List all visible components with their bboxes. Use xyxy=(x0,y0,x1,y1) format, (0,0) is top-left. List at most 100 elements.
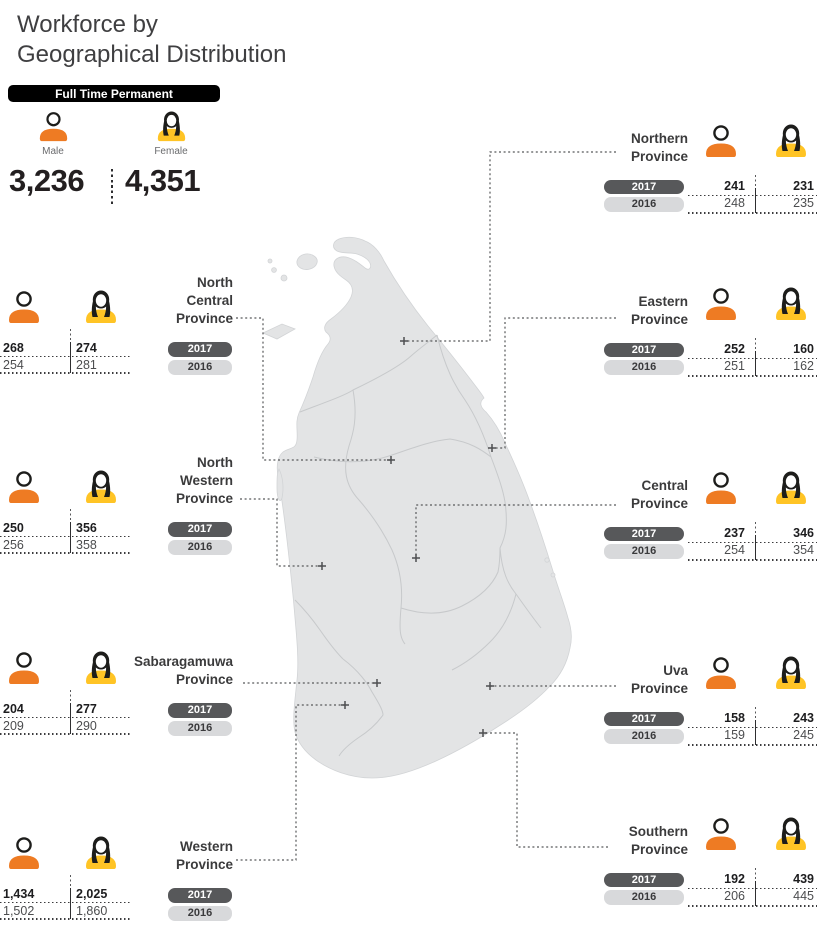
male-value-2016: 1,502 xyxy=(3,903,35,918)
dotted-rule xyxy=(688,726,817,728)
female-icon xyxy=(84,470,118,504)
page-title-line1: Workforce by xyxy=(17,11,158,38)
male-icon xyxy=(704,287,738,322)
column-divider xyxy=(70,690,72,734)
column-divider xyxy=(70,875,72,919)
female-icon xyxy=(774,471,808,505)
female-value-2016: 235 xyxy=(793,196,814,210)
province-name: Central Province xyxy=(630,478,688,511)
female-value-2016: 290 xyxy=(76,718,97,733)
province-name: Western Province xyxy=(175,839,233,872)
male-total: 3,236 xyxy=(9,163,85,198)
female-value-2017: 231 xyxy=(793,179,814,193)
male-value-2016: 251 xyxy=(724,359,745,373)
year-badge-2017: 2017 xyxy=(168,522,232,537)
male-icon xyxy=(7,651,41,686)
male-icon xyxy=(7,470,41,505)
dotted-rule xyxy=(0,716,131,718)
female-value-2017: 2,025 xyxy=(76,887,108,901)
male-icon xyxy=(704,817,738,852)
province-block-western: Western Province 2017 2016 1,434 2,025 1… xyxy=(0,816,236,924)
column-divider xyxy=(754,522,756,560)
female-icon xyxy=(156,110,187,143)
male-value-2017: 250 xyxy=(3,521,24,535)
female-value-2016: 281 xyxy=(76,357,97,372)
dotted-rule xyxy=(688,559,817,561)
year-badge-2016: 2016 xyxy=(604,890,684,905)
male-value-2017: 241 xyxy=(724,179,745,193)
dotted-rule xyxy=(688,194,817,196)
column-divider xyxy=(70,509,72,553)
female-value-2017: 346 xyxy=(793,526,814,540)
female-value-2016: 445 xyxy=(793,889,814,903)
female-icon xyxy=(774,124,808,158)
column-divider xyxy=(754,707,756,745)
dotted-rule xyxy=(0,372,131,374)
province-block-north-western: North Western Province 2017 2016 250 356… xyxy=(0,450,236,558)
male-value-2016: 209 xyxy=(3,718,24,733)
female-icon xyxy=(774,656,808,690)
male-label: Male xyxy=(42,146,64,157)
year-badge-2017: 2017 xyxy=(604,526,684,541)
dotted-rule xyxy=(688,357,817,359)
province-name: North Central Province xyxy=(175,275,233,326)
year-badge-2017: 2017 xyxy=(604,872,684,887)
male-value-2017: 237 xyxy=(724,526,745,540)
male-value-2016: 254 xyxy=(724,543,745,557)
male-icon xyxy=(38,110,69,143)
dotted-rule xyxy=(0,355,131,357)
year-badge-2017: 2017 xyxy=(604,179,684,194)
page-title: Workforce by Geographical Distribution xyxy=(17,10,286,70)
year-badge-2017: 2017 xyxy=(604,342,684,357)
year-badge-2016: 2016 xyxy=(168,360,232,375)
province-name: Eastern Province xyxy=(630,294,688,327)
female-value-2016: 245 xyxy=(793,728,814,742)
female-label: Female xyxy=(154,146,188,157)
female-icon xyxy=(84,290,118,324)
province-name: Sabaragamuwa Province xyxy=(133,654,233,687)
male-icon xyxy=(704,124,738,159)
year-badge-2016: 2016 xyxy=(168,721,232,736)
province-block-north-central: North Central Province 2017 2016 268 274… xyxy=(0,270,236,378)
male-value-2016: 256 xyxy=(3,537,24,552)
female-value-2016: 358 xyxy=(76,537,97,552)
male-icon xyxy=(7,836,41,871)
dotted-rule xyxy=(688,541,817,543)
female-value-2016: 354 xyxy=(793,543,814,557)
province-block-central: Central Province 2017 2016 237 346 254 3… xyxy=(596,465,817,565)
male-value-2017: 158 xyxy=(724,711,745,725)
year-badge-2017: 2017 xyxy=(168,888,232,903)
year-badge-2016: 2016 xyxy=(168,906,232,921)
year-badge-2017: 2017 xyxy=(168,703,232,718)
male-value-2017: 1,434 xyxy=(3,887,35,901)
female-value-2016: 1,860 xyxy=(76,903,108,918)
dotted-rule xyxy=(0,552,131,554)
female-value-2017: 439 xyxy=(793,872,814,886)
province-block-sabaragamuwa: Sabaragamuwa Province 2017 2016 204 277 … xyxy=(0,631,236,739)
column-divider xyxy=(754,338,756,376)
page-title-line2: Geographical Distribution xyxy=(17,41,287,68)
sri-lanka-map xyxy=(262,236,572,779)
totals-divider xyxy=(111,169,113,207)
year-badge-2016: 2016 xyxy=(604,197,684,212)
female-icon xyxy=(774,287,808,321)
province-block-southern: Southern Province 2017 2016 192 439 206 … xyxy=(596,811,817,911)
province-block-eastern: Eastern Province 2017 2016 252 160 251 1… xyxy=(596,281,817,381)
column-divider xyxy=(754,175,756,213)
female-value-2017: 277 xyxy=(76,702,97,716)
male-icon xyxy=(704,656,738,691)
province-name: Southern Province xyxy=(628,824,688,857)
female-value-2017: 274 xyxy=(76,341,97,355)
female-total: 4,351 xyxy=(125,163,201,198)
dotted-rule xyxy=(688,212,817,214)
male-value-2017: 204 xyxy=(3,702,24,716)
male-value-2017: 268 xyxy=(3,341,24,355)
female-value-2017: 243 xyxy=(793,711,814,725)
province-name: Northern Province xyxy=(630,131,688,164)
dotted-rule xyxy=(0,733,131,735)
dotted-rule xyxy=(0,535,131,537)
year-badge-2016: 2016 xyxy=(604,729,684,744)
female-value-2017: 160 xyxy=(793,342,814,356)
female-icon xyxy=(84,651,118,685)
